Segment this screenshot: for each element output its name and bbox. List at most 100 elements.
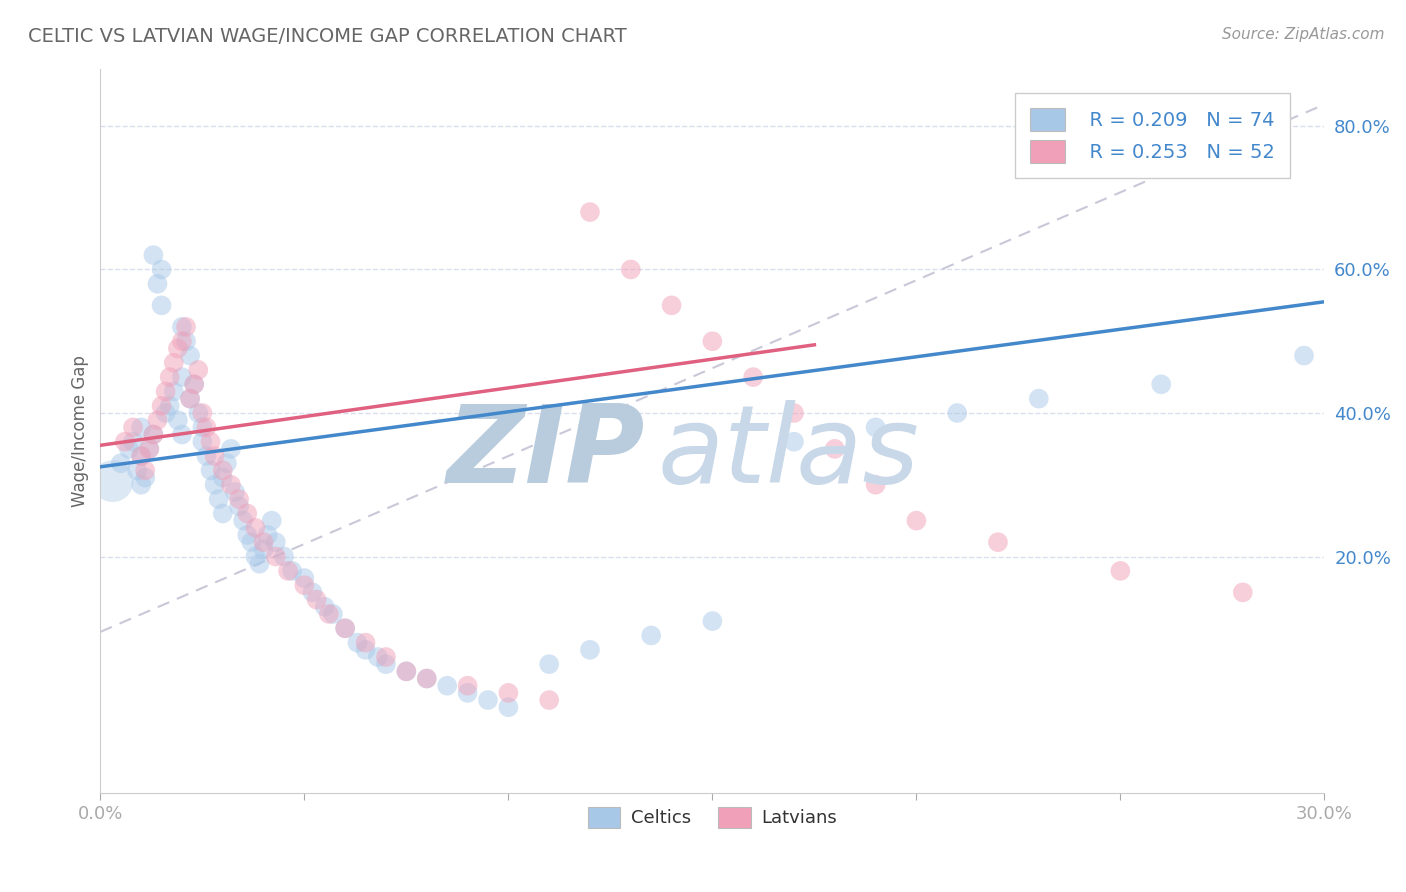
Point [457, 679, 479, 693]
Point [163, 356, 186, 370]
Point [167, 342, 190, 356]
Point [620, 262, 643, 277]
Point [305, 592, 328, 607]
Point [1028, 392, 1050, 406]
Point [191, 420, 214, 434]
Point [249, 557, 271, 571]
Point [204, 477, 226, 491]
Point [208, 492, 231, 507]
Point [354, 635, 377, 649]
Point [129, 420, 152, 434]
Text: atlas: atlas [657, 401, 920, 505]
Point [134, 470, 156, 484]
Point [640, 628, 662, 642]
Point [824, 442, 846, 456]
Point [1109, 564, 1132, 578]
Point [346, 635, 368, 649]
Point [1150, 377, 1173, 392]
Point [477, 693, 499, 707]
Point [498, 700, 520, 714]
Point [333, 621, 356, 635]
Point [211, 507, 233, 521]
Point [252, 535, 274, 549]
Point [183, 377, 205, 392]
Point [395, 665, 418, 679]
Point [174, 334, 197, 349]
Point [264, 549, 287, 564]
Point [204, 449, 226, 463]
Point [146, 277, 169, 291]
Point [150, 262, 173, 277]
Point [195, 449, 218, 463]
Point [579, 642, 602, 657]
Point [155, 384, 177, 399]
Point [191, 406, 214, 420]
Point [146, 413, 169, 427]
Point [322, 607, 344, 621]
Point [125, 463, 148, 477]
Point [395, 665, 418, 679]
Point [245, 549, 267, 564]
Point [142, 248, 165, 262]
Point [170, 334, 193, 349]
Point [416, 672, 439, 686]
Point [142, 427, 165, 442]
Point [200, 463, 222, 477]
Point [987, 535, 1010, 549]
Point [159, 399, 181, 413]
Point [219, 442, 242, 456]
Point [118, 442, 141, 456]
Point [367, 650, 389, 665]
Point [314, 599, 336, 614]
Point [138, 442, 160, 456]
Point [375, 650, 398, 665]
Point [1232, 585, 1254, 599]
Point [260, 514, 283, 528]
Point [301, 585, 323, 599]
Text: ZIP: ZIP [447, 400, 645, 506]
Point [187, 406, 209, 420]
Point [200, 434, 222, 449]
Point [661, 298, 683, 312]
Point [245, 521, 267, 535]
Point [783, 406, 806, 420]
Point [170, 427, 193, 442]
Point [783, 434, 806, 449]
Point [122, 420, 145, 434]
Point [101, 474, 124, 488]
Point [865, 420, 887, 434]
Point [129, 477, 152, 491]
Point [150, 399, 173, 413]
Point [155, 406, 177, 420]
Point [457, 686, 479, 700]
Point [114, 434, 136, 449]
Point [236, 528, 259, 542]
Point [211, 463, 233, 477]
Point [187, 363, 209, 377]
Point [318, 607, 340, 621]
Text: CELTIC VS LATVIAN WAGE/INCOME GAP CORRELATION CHART: CELTIC VS LATVIAN WAGE/INCOME GAP CORREL… [28, 27, 627, 45]
Point [742, 370, 765, 384]
Point [142, 427, 165, 442]
Point [252, 542, 274, 557]
Legend: Celtics, Latvians: Celtics, Latvians [581, 800, 845, 835]
Point [333, 621, 356, 635]
Point [416, 672, 439, 686]
Point [354, 642, 377, 657]
Point [122, 434, 145, 449]
Point [256, 528, 278, 542]
Point [498, 686, 520, 700]
Point [170, 370, 193, 384]
Point [195, 420, 218, 434]
Point [277, 564, 299, 578]
Point [228, 500, 250, 514]
Point [191, 434, 214, 449]
Point [240, 535, 263, 549]
Point [538, 657, 561, 672]
Point [436, 679, 458, 693]
Point [170, 319, 193, 334]
Point [232, 514, 254, 528]
Point [129, 449, 152, 463]
Point [228, 492, 250, 507]
Point [150, 298, 173, 312]
